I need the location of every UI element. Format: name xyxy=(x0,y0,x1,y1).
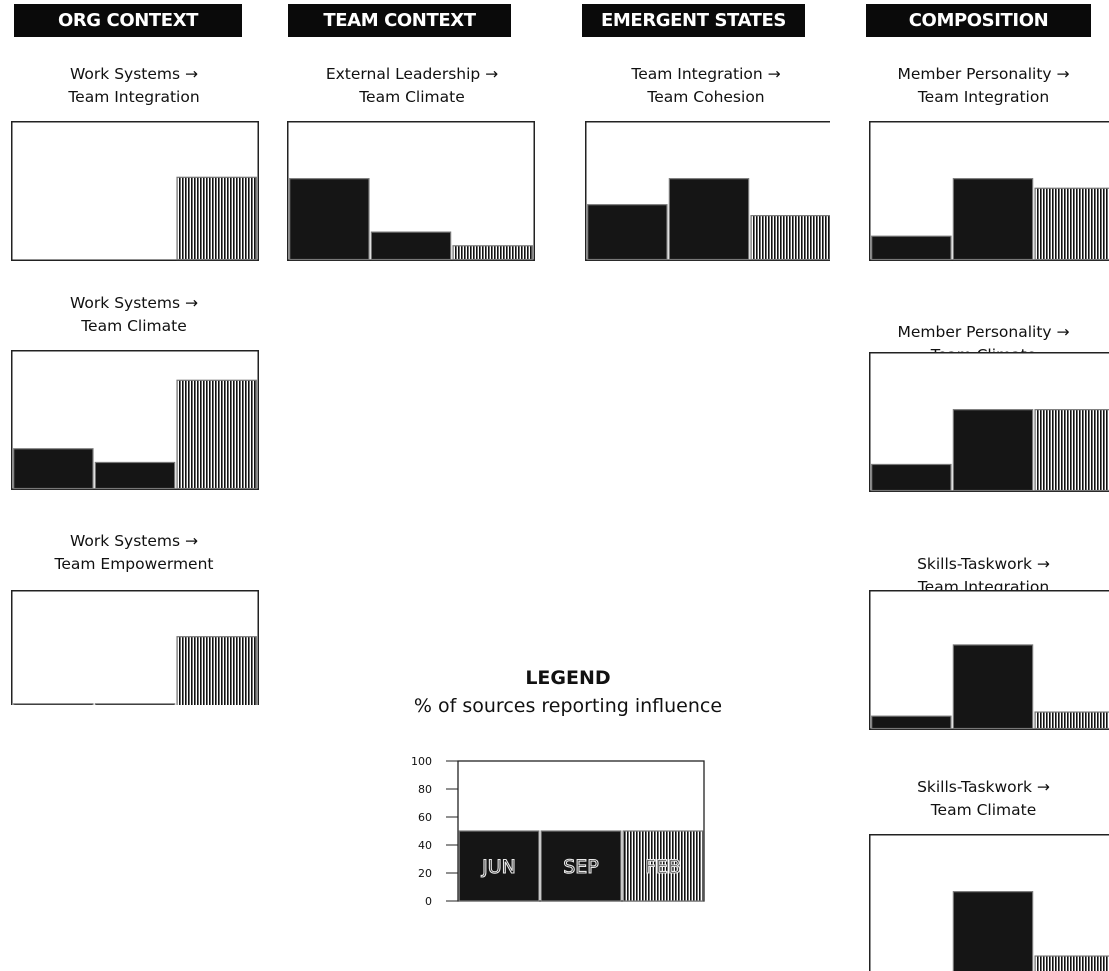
panel-title-comp1: Member Personality → Team Integration xyxy=(858,63,1109,109)
y-tick-label: 0 xyxy=(425,895,432,908)
bar-sep xyxy=(952,409,1034,492)
bar-feb xyxy=(176,379,257,490)
panel-title-line1: Work Systems → xyxy=(70,65,198,83)
legend-bar-label-feb: FEB xyxy=(645,856,681,878)
bar-feb xyxy=(176,636,257,705)
panel-title-line2: Team Empowerment xyxy=(54,555,214,573)
y-tick-label: 100 xyxy=(411,756,432,768)
bar-feb xyxy=(1034,409,1109,492)
bar-feb xyxy=(622,830,704,902)
chart-comp4 xyxy=(869,834,1109,971)
bar-sep xyxy=(94,461,176,490)
panel-title-line1: Work Systems → xyxy=(70,532,198,550)
panel-title-team1: External Leadership → Team Climate xyxy=(282,63,542,109)
bar-jun xyxy=(871,463,952,492)
legend-title: LEGEND xyxy=(525,667,611,689)
chart-org1 xyxy=(11,121,259,261)
panel-title-org2: Work Systems → Team Climate xyxy=(8,292,260,338)
bar-sep xyxy=(370,231,452,261)
panel-title-org3: Work Systems → Team Empowerment xyxy=(8,530,260,576)
legend-bar-label-jun: JUN xyxy=(481,856,516,878)
bar-feb xyxy=(1034,955,1109,971)
panel-title-line1: Skills-Taskwork → xyxy=(917,778,1050,796)
bar-jun xyxy=(871,235,952,261)
bar-feb xyxy=(452,245,533,261)
bar-jun xyxy=(458,830,540,902)
chart-team1 xyxy=(287,121,535,261)
y-tick-label: 40 xyxy=(418,839,432,852)
bar-jun xyxy=(13,703,94,705)
bar-jun xyxy=(289,178,370,261)
org-context-header: ORG CONTEXT xyxy=(14,4,242,37)
chart-org2 xyxy=(11,350,259,490)
panel-title-emer1: Team Integration → Team Cohesion xyxy=(576,63,836,109)
panel-title-line2: Team Climate xyxy=(930,801,1037,819)
panel-title-org1: Work Systems → Team Integration xyxy=(8,63,260,109)
bar-feb xyxy=(176,176,257,261)
bar-sep xyxy=(540,830,622,902)
panel-title-comp4: Skills-Taskwork → Team Climate xyxy=(858,776,1109,822)
chart-comp2 xyxy=(869,352,1109,492)
bar-jun xyxy=(871,715,952,730)
panel-title-line1: External Leadership → xyxy=(325,65,499,83)
y-tick-label: 60 xyxy=(418,811,432,824)
chart-comp3 xyxy=(869,590,1109,730)
bar-sep xyxy=(94,703,176,705)
emergent-states-header: EMERGENT STATES xyxy=(582,4,805,37)
panel-title-line2: Team Climate xyxy=(359,88,465,106)
legend-subtitle: % of sources reporting influence xyxy=(413,695,723,717)
panel-title-line2: Team Cohesion xyxy=(647,88,765,106)
bar-feb xyxy=(1034,187,1109,261)
bar-sep xyxy=(952,891,1034,971)
bar-feb xyxy=(750,215,830,261)
chart-emer1 xyxy=(585,121,830,261)
team-context-header: TEAM CONTEXT xyxy=(288,4,511,37)
panel-title-line1: Member Personality → xyxy=(897,65,1070,83)
panel-title-line1: Skills-Taskwork → xyxy=(917,555,1050,573)
bar-sep xyxy=(668,178,750,261)
panel-title-line1: Work Systems → xyxy=(70,294,198,312)
panel-title-line1: Member Personality → xyxy=(897,323,1070,341)
bar-jun xyxy=(587,204,668,261)
panel-title-line2: Team Integration xyxy=(917,88,1050,106)
bar-sep xyxy=(952,178,1034,261)
y-tick-label: 20 xyxy=(418,867,432,880)
panel-title-line2: Team Integration xyxy=(68,88,200,106)
chart-org3 xyxy=(11,590,259,705)
composition-header: COMPOSITION xyxy=(866,4,1091,37)
y-tick-label: 80 xyxy=(418,783,432,796)
bar-sep xyxy=(952,644,1034,730)
panel-title-line1: Team Integration → xyxy=(631,65,781,83)
panel-title-line2: Team Climate xyxy=(81,317,187,335)
bar-jun xyxy=(13,448,94,490)
legend-chart: 0 20 40 60 80 100 JUN SEP FEB xyxy=(411,756,705,908)
legend-bar-label-sep: SEP xyxy=(563,856,599,878)
chart-comp1 xyxy=(869,121,1109,261)
bar-feb xyxy=(1034,711,1109,730)
